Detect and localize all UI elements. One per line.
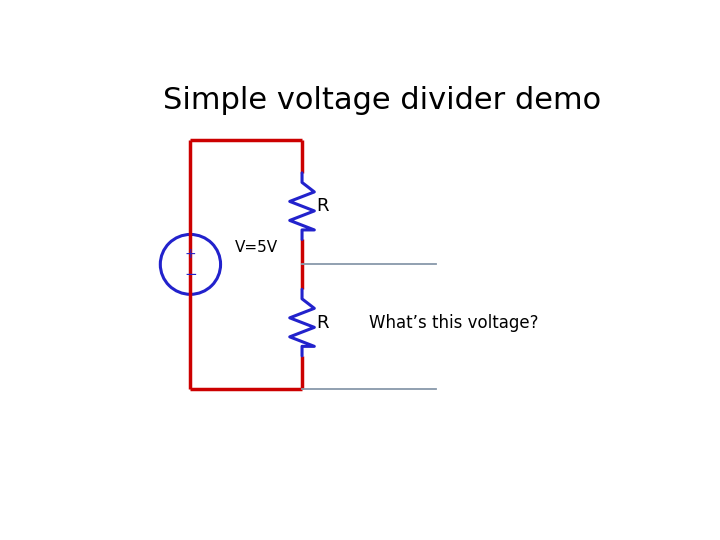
Text: +: + [184,247,197,261]
Text: Simple voltage divider demo: Simple voltage divider demo [163,85,600,114]
Text: R: R [316,314,328,332]
Text: V=5V: V=5V [235,240,278,255]
Text: What’s this voltage?: What’s this voltage? [369,314,539,332]
Text: R: R [316,197,328,215]
Text: −: − [184,267,197,282]
